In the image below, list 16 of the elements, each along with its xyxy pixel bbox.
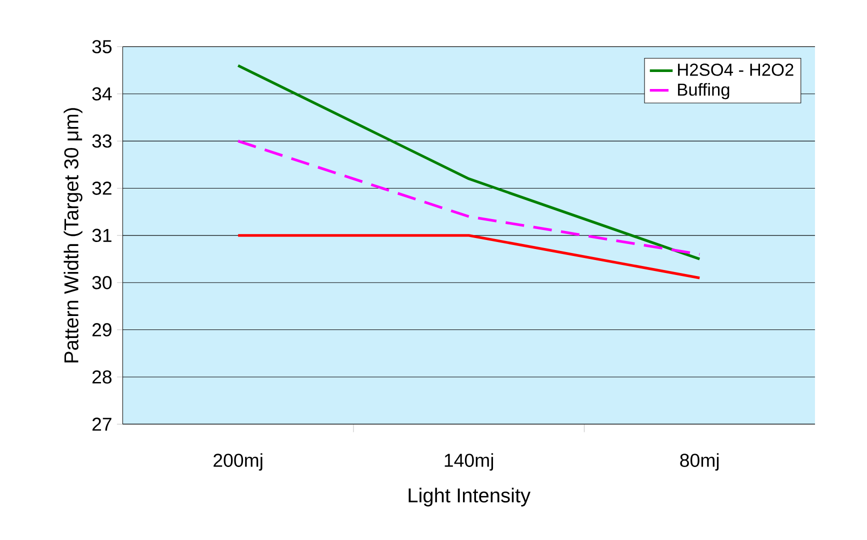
- y-tick-label: 32: [92, 182, 112, 195]
- legend-label: Buffing: [678, 82, 730, 100]
- y-axis-title: Pattern Width (Target 30 μm): [64, 108, 82, 362]
- x-axis-title: Light Intensity: [408, 488, 531, 506]
- y-tick-label: 31: [92, 228, 112, 242]
- x-tick-label: 200mj: [214, 453, 262, 471]
- x-tick-label: 140mj: [444, 453, 494, 471]
- y-tick-label: 35: [92, 40, 112, 54]
- y-tick-label: 28: [92, 370, 112, 384]
- y-tick-label: 27: [92, 418, 112, 431]
- y-tick-label: 33: [92, 134, 112, 148]
- legend-label: H2SO4 - H2O2: [678, 64, 794, 76]
- y-tick-label: 34: [92, 87, 112, 100]
- y-tick-label: 30: [92, 276, 112, 290]
- y-tick-label: 29: [92, 323, 112, 336]
- x-tick-label: 80mj: [680, 453, 719, 471]
